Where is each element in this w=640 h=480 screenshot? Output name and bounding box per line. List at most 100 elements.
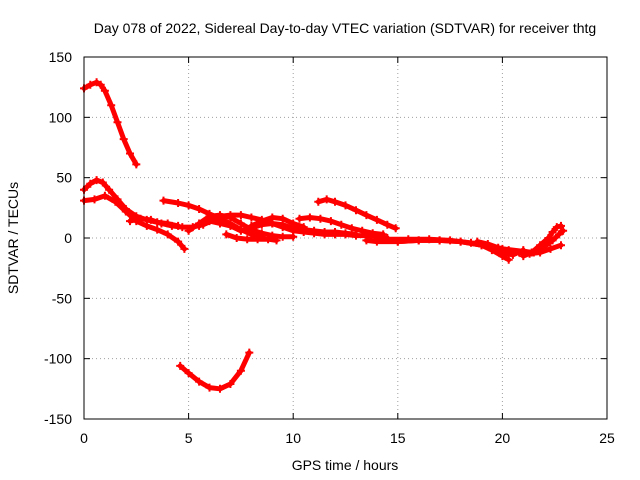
data-point-marker [176, 361, 185, 370]
data-point-marker [368, 229, 377, 238]
data-point-marker [98, 178, 107, 187]
chart-title: Day 078 of 2022, Sidereal Day-to-day VTE… [94, 20, 596, 36]
series-arc-i [216, 211, 392, 242]
x-tick-label: 15 [390, 430, 406, 446]
data-point-marker [278, 232, 287, 241]
data-point-marker [515, 248, 524, 257]
data-point-marker [435, 236, 444, 245]
x-tick-label: 0 [80, 430, 88, 446]
data-point-marker [383, 220, 392, 229]
data-point-marker [178, 223, 187, 232]
data-point-marker [96, 80, 105, 89]
data-point-marker [379, 230, 388, 239]
data-point-marker [184, 369, 193, 378]
data-point-marker [473, 237, 482, 246]
data-point-marker [383, 235, 392, 244]
data-point-marker [559, 226, 568, 235]
data-point-marker [153, 225, 162, 234]
data-point-marker [322, 195, 331, 204]
x-tick-label: 5 [185, 430, 193, 446]
data-point-marker [347, 224, 356, 233]
data-point-marker [236, 211, 245, 220]
data-point-marker [519, 252, 528, 261]
data-point-marker [243, 235, 252, 244]
data-point-marker [126, 217, 134, 226]
y-axis-label: SDTVAR / TECUs [5, 182, 21, 294]
data-point-marker [305, 213, 314, 222]
data-point-marker [257, 229, 266, 238]
data-point-marker [548, 228, 557, 236]
y-tick-label: -150 [44, 411, 72, 427]
data-point-marker [278, 223, 287, 232]
data-point-marker [142, 221, 151, 230]
data-point-marker [107, 101, 116, 110]
data-point-marker [299, 223, 308, 232]
data-point-marker [554, 230, 563, 239]
series-trace [177, 350, 252, 392]
data-point-marker [86, 80, 95, 89]
data-point-marker [337, 220, 346, 229]
data-point-marker [163, 230, 172, 239]
data-point-marker [542, 241, 551, 250]
data-point-marker [352, 231, 360, 240]
data-point-marker [341, 201, 350, 210]
data-point-marker [184, 226, 193, 235]
data-point-marker [184, 201, 193, 210]
data-point-marker [180, 244, 189, 253]
data-point-marker [314, 197, 323, 206]
data-point-marker [113, 118, 122, 127]
data-point-marker [331, 230, 339, 239]
data-point-marker [352, 206, 360, 215]
data-point-marker [372, 215, 381, 224]
data-point-marker [253, 235, 262, 244]
data-point-marker [100, 86, 109, 95]
data-point-marker [216, 384, 224, 393]
data-point-marker [257, 217, 266, 226]
y-tick-label: 100 [49, 109, 73, 125]
data-point-marker [557, 221, 565, 230]
data-point-marker [92, 176, 101, 185]
data-point-marker [247, 221, 256, 230]
y-tick-label: -50 [52, 290, 72, 306]
data-point-marker [546, 244, 555, 253]
data-point-marker [174, 237, 183, 246]
data-point-marker [362, 211, 371, 220]
series-arc-a [80, 78, 141, 169]
series-arc-l [295, 213, 388, 239]
data-point-marker [195, 221, 204, 230]
data-point-marker [557, 241, 565, 250]
data-point-marker [498, 252, 507, 261]
data-point-marker [100, 191, 109, 200]
data-point-marker [504, 246, 513, 255]
data-point-marker [278, 214, 287, 223]
data-point-marker [90, 195, 99, 204]
data-point-marker [527, 248, 536, 257]
data-point-marker [289, 226, 298, 235]
y-tick-label: 150 [49, 49, 73, 65]
data-point-marker [136, 214, 145, 223]
data-point-marker [167, 221, 176, 230]
data-point-marker [393, 237, 402, 246]
data-point-marker [119, 135, 128, 144]
data-point-marker [483, 240, 492, 248]
data-point-marker [222, 230, 231, 239]
series-arc-m [314, 195, 400, 233]
data-point-marker [272, 236, 281, 245]
data-point-marker [548, 236, 557, 245]
data-point-marker [236, 219, 245, 228]
series-arc-r [519, 221, 565, 261]
data-point-marker [372, 237, 381, 246]
series-trace [81, 79, 139, 167]
data-point-marker [205, 217, 214, 226]
data-point-marker [552, 223, 561, 232]
data-point-marker [414, 236, 423, 245]
y-tick-label: 0 [64, 230, 72, 246]
data-point-marker [195, 205, 204, 213]
data-point-marker [232, 234, 241, 242]
data-point-marker [264, 235, 273, 244]
data-point-marker [326, 217, 335, 226]
data-series [80, 78, 568, 393]
data-point-marker [316, 214, 325, 223]
